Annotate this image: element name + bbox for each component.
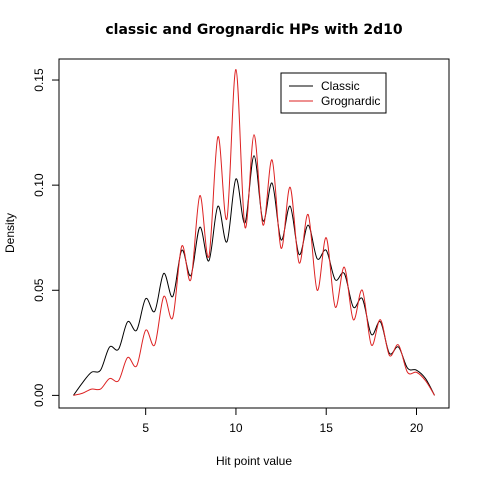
- y-axis: 0.00 0.05 0.10 0.15: [32, 68, 59, 407]
- chart-title: classic and Grognardic HPs with 2d10: [105, 22, 403, 38]
- legend-label-classic: Classic: [321, 79, 360, 93]
- y-tick-label-2: 0.10: [32, 173, 46, 197]
- legend: Classic Grognardic: [280, 72, 387, 114]
- y-axis-label: Density: [3, 213, 17, 253]
- x-tick-label-10: 10: [229, 421, 243, 435]
- y-tick-label-1: 0.05: [32, 278, 46, 302]
- series-line-grognardic: [73, 69, 435, 396]
- plot-frame: [58, 58, 450, 409]
- y-tick-label-0: 0.00: [32, 383, 46, 407]
- x-axis: 5 10 15 20: [142, 408, 423, 435]
- series-line-classic: [73, 155, 436, 396]
- series-layer: [73, 69, 436, 396]
- x-tick-label-5: 5: [142, 421, 149, 435]
- x-tick-label-15: 15: [320, 421, 334, 435]
- legend-box: [280, 72, 387, 114]
- x-tick-label-20: 20: [410, 421, 424, 435]
- y-tick-label-3: 0.15: [32, 68, 46, 92]
- x-axis-label: Hit point value: [216, 454, 292, 468]
- legend-label-grognardic: Grognardic: [321, 94, 380, 108]
